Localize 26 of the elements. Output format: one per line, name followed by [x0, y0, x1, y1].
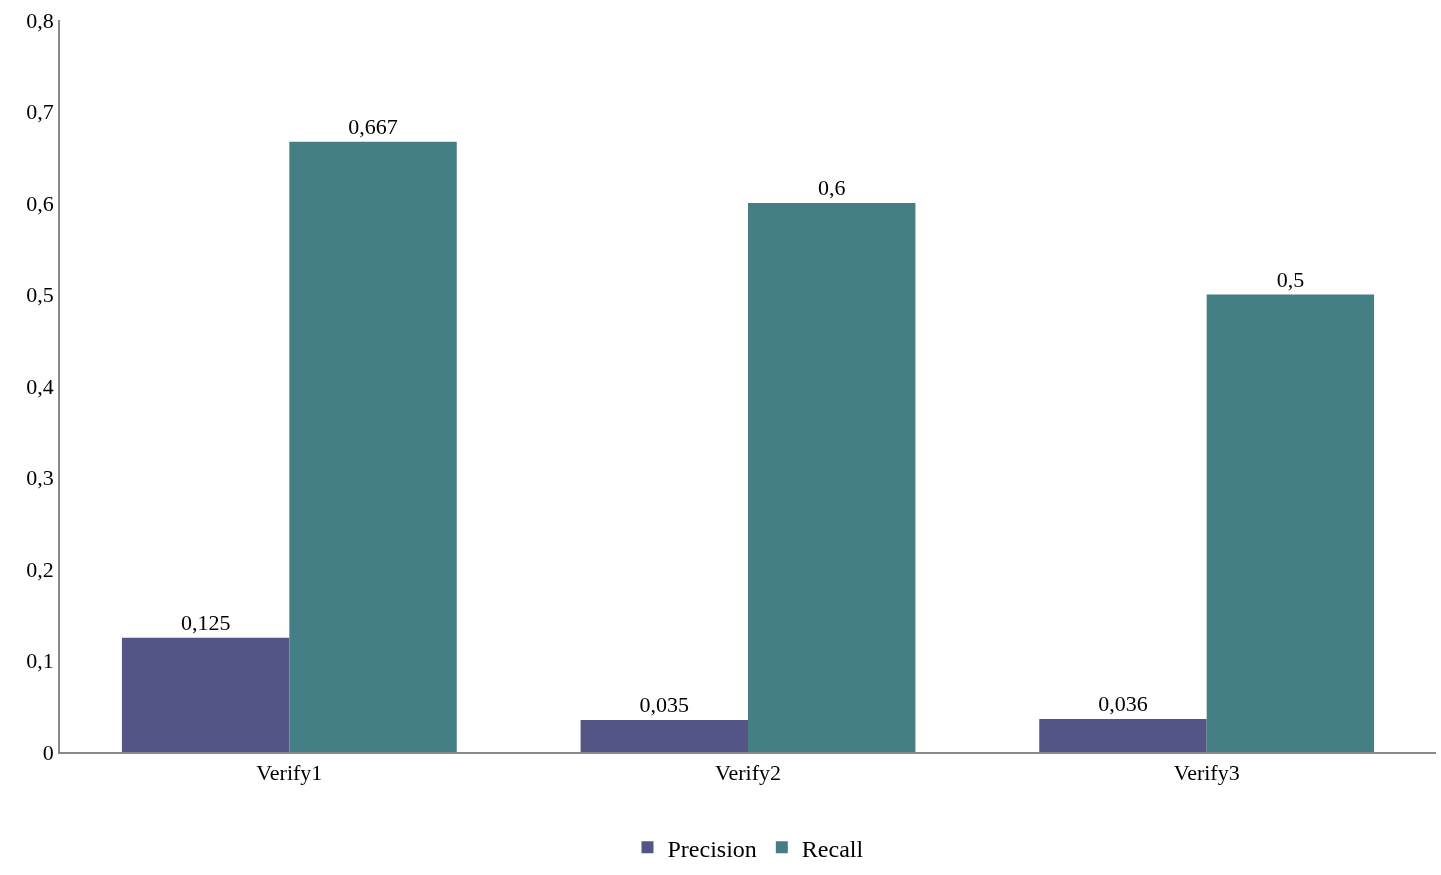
bar [121, 637, 290, 752]
legend-label: Precision [667, 835, 757, 862]
data-label: 0,125 [180, 609, 231, 635]
y-tick-label: 0,2 [26, 556, 54, 582]
x-tick-label: Verify3 [1173, 760, 1240, 786]
y-tick-label: 0,8 [26, 7, 54, 33]
y-tick-label: 0 [42, 739, 54, 765]
bar [289, 141, 457, 752]
bar [580, 719, 748, 752]
data-label: 0,035 [639, 691, 690, 717]
x-tick-label: Verify2 [715, 760, 781, 786]
legend-label: Recall [801, 835, 864, 862]
bar [748, 203, 916, 752]
data-label: 0,667 [348, 113, 398, 139]
data-label: 0,6 [817, 175, 846, 200]
y-tick-label: 0,1 [26, 648, 54, 674]
y-tick-label: 0,6 [26, 190, 54, 216]
data-label: 0,5 [1276, 266, 1305, 292]
bar [1206, 294, 1375, 752]
bar [1039, 719, 1207, 752]
data-label: 0,036 [1098, 691, 1148, 717]
y-tick-label: 0,7 [26, 99, 54, 125]
y-tick-label: 0,5 [26, 282, 54, 308]
y-tick-label: 0,3 [26, 465, 54, 491]
y-tick-label: 0,4 [26, 373, 54, 399]
x-tick-label: Verify1 [256, 760, 323, 786]
